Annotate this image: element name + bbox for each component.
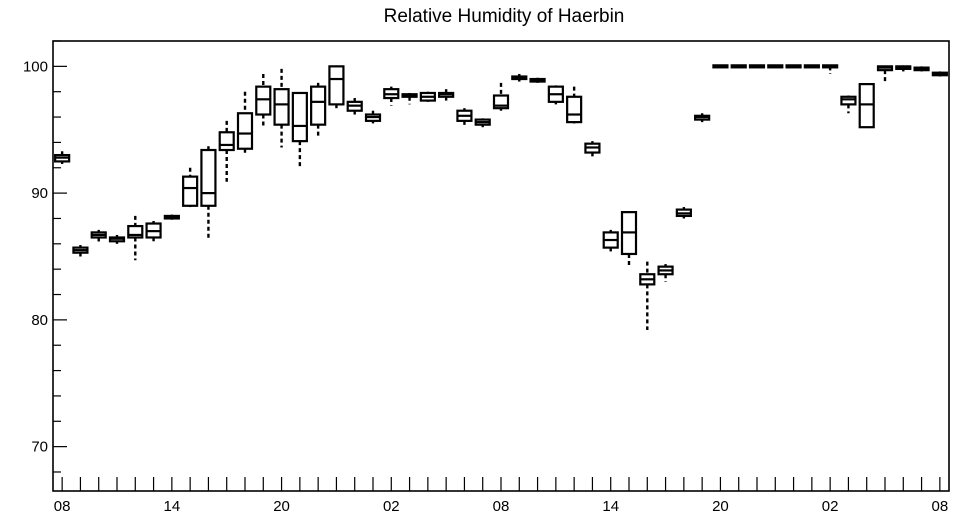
box-46 xyxy=(895,65,912,72)
box-26 xyxy=(529,77,546,83)
box-19 xyxy=(401,92,418,105)
box-40 xyxy=(785,64,802,69)
y-tick-label: 70 xyxy=(31,439,48,456)
box-29 xyxy=(584,141,601,157)
box-body xyxy=(566,95,583,124)
box-10 xyxy=(236,91,254,156)
chart-title: Relative Humidity of Haerbin xyxy=(384,6,625,27)
box-body xyxy=(291,91,308,143)
x-tick-label: 08 xyxy=(54,498,71,515)
box-body xyxy=(273,88,290,126)
box-38 xyxy=(748,64,766,69)
box-28 xyxy=(566,86,583,124)
x-tick-label: 14 xyxy=(164,498,181,515)
box-33 xyxy=(657,264,674,282)
box-body xyxy=(182,175,199,207)
box-35 xyxy=(694,113,711,123)
x-tick-label: 14 xyxy=(602,498,619,515)
box-series xyxy=(54,64,948,331)
box-12 xyxy=(273,68,290,148)
box-41 xyxy=(803,64,820,69)
box-45 xyxy=(876,65,894,85)
box-47 xyxy=(913,66,930,72)
box-43 xyxy=(840,95,857,114)
y-tick-label: 80 xyxy=(31,312,48,329)
box-7 xyxy=(182,167,199,208)
box-1 xyxy=(72,245,89,257)
box-body xyxy=(127,224,144,239)
box-25 xyxy=(511,73,528,82)
box-6 xyxy=(163,214,180,220)
box-2 xyxy=(90,229,107,244)
box-15 xyxy=(328,65,345,109)
box-18 xyxy=(383,86,400,106)
x-tick-label: 02 xyxy=(822,498,839,515)
box-37 xyxy=(730,64,747,69)
box-8 xyxy=(200,146,217,239)
box-23 xyxy=(474,118,491,128)
box-34 xyxy=(675,207,692,219)
y-axis: 70 80 90 100 xyxy=(23,40,67,473)
box-42 xyxy=(822,64,839,74)
box-body xyxy=(236,112,254,150)
box-14 xyxy=(310,82,327,139)
box-0 xyxy=(54,151,71,164)
box-36 xyxy=(712,64,729,69)
box-13 xyxy=(291,91,308,167)
box-11 xyxy=(255,73,272,128)
x-axis: 08 14 20 02 08 14 20 02 08 xyxy=(54,477,948,515)
box-30 xyxy=(602,229,619,252)
y-tick-label: 90 xyxy=(31,185,48,202)
box-body xyxy=(218,131,235,152)
box-17 xyxy=(364,110,382,124)
box-5 xyxy=(145,221,162,242)
box-21 xyxy=(438,89,455,101)
x-tick-label: 08 xyxy=(932,498,949,515)
box-body xyxy=(840,95,857,106)
box-9 xyxy=(218,120,235,182)
box-27 xyxy=(547,85,564,105)
box-44 xyxy=(858,82,875,129)
box-32 xyxy=(639,261,656,331)
box-body xyxy=(858,82,875,129)
box-24 xyxy=(492,82,510,111)
y-tick-label: 100 xyxy=(23,58,48,75)
box-22 xyxy=(456,108,473,126)
box-body xyxy=(200,148,217,207)
box-body xyxy=(328,65,345,106)
box-48 xyxy=(931,71,948,77)
x-tick-label: 02 xyxy=(383,498,400,515)
x-tick-label: 20 xyxy=(273,498,290,515)
box-39 xyxy=(767,64,784,69)
box-3 xyxy=(108,234,126,244)
box-body xyxy=(310,85,327,126)
box-20 xyxy=(419,91,436,102)
box-4 xyxy=(127,215,144,261)
box-16 xyxy=(346,98,363,115)
x-tick-label: 20 xyxy=(712,498,729,515)
box-31 xyxy=(620,211,638,268)
x-tick-label: 08 xyxy=(493,498,510,515)
box-body xyxy=(255,85,272,116)
